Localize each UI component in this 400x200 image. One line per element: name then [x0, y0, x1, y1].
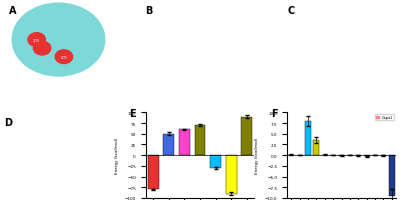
Legend: Capa1: Capa1 [375, 115, 394, 121]
Bar [364, 155, 370, 157]
Bar [305, 121, 311, 155]
Bar [314, 140, 319, 155]
Bar [355, 155, 361, 156]
Text: C: C [287, 6, 294, 16]
Text: E: E [129, 109, 136, 118]
Ellipse shape [12, 4, 105, 77]
Bar [179, 130, 190, 155]
Text: D: D [4, 117, 12, 127]
Bar [380, 155, 386, 156]
Circle shape [55, 51, 73, 64]
Text: A: A [10, 6, 17, 16]
Circle shape [28, 34, 45, 47]
Bar [389, 155, 395, 196]
Text: C278: C278 [33, 38, 40, 42]
Bar [241, 117, 252, 155]
Bar [194, 126, 206, 155]
Bar [226, 155, 236, 194]
Bar [210, 155, 221, 168]
Bar [339, 155, 344, 156]
Bar [148, 155, 159, 189]
Text: B: B [146, 6, 153, 16]
Y-axis label: Energy (kcal/mol): Energy (kcal/mol) [115, 137, 119, 173]
Circle shape [34, 42, 51, 56]
Y-axis label: Energy (kcal/mol): Energy (kcal/mol) [255, 137, 259, 173]
Bar [164, 134, 174, 155]
Text: C275: C275 [60, 55, 67, 59]
Text: F: F [271, 109, 278, 118]
